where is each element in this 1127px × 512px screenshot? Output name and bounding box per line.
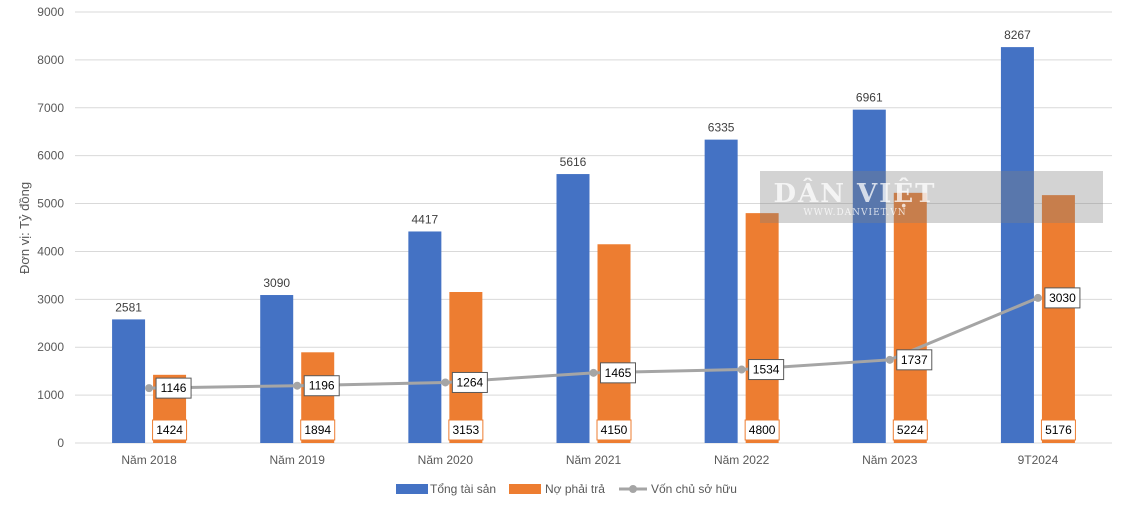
data-label-no-phai-tra: 3153 bbox=[453, 423, 480, 437]
legend: Tổng tài sản Nợ phải trả Vốn chủ sở hữu bbox=[396, 482, 737, 496]
data-label-box-von-chu-so-huu bbox=[896, 349, 933, 371]
data-label-no-phai-tra: 1424 bbox=[156, 423, 183, 437]
watermark: DÂN VIỆT WWW.DANVIET.VN bbox=[760, 171, 1103, 223]
data-label-tong-tai-san: 2581 bbox=[115, 300, 142, 314]
watermark-band bbox=[760, 171, 1103, 223]
data-label-von-chu-so-huu: 1146 bbox=[161, 381, 187, 395]
data-label-tong-tai-san: 5616 bbox=[560, 155, 587, 169]
data-label-tong-tai-san: 6961 bbox=[856, 91, 883, 105]
data-label-no-phai-tra: 5176 bbox=[1045, 423, 1072, 437]
point-von-chu-so-huu bbox=[145, 384, 154, 393]
data-label-no-phai-tra: 1894 bbox=[304, 423, 331, 437]
bar-no-phai-tra bbox=[745, 213, 779, 443]
data-label-tong-tai-san: 6335 bbox=[708, 121, 735, 135]
x-axis-ticks: Năm 2018 Năm 2019 Năm 2020 Năm 2021 Năm 2022… bbox=[121, 453, 1058, 467]
watermark-url: WWW.DANVIET.VN bbox=[803, 208, 906, 218]
data-label-box-no-phai-tra bbox=[1040, 419, 1076, 441]
data-label-tong-tai-san: 4417 bbox=[412, 212, 439, 226]
data-label-box-von-chu-so-huu bbox=[303, 375, 340, 397]
x-tick-label: Năm 2020 bbox=[418, 453, 474, 467]
y-tick-label: 1000 bbox=[37, 388, 64, 402]
x-tick-label: Năm 2022 bbox=[714, 453, 770, 467]
bar-tong-tai-san bbox=[704, 139, 738, 443]
bar-no-phai-tra bbox=[893, 192, 927, 443]
y-axis-title: Đơn vị: Tỷ đồng bbox=[17, 182, 32, 274]
y-tick-label: 5000 bbox=[37, 197, 64, 211]
y-tick-label: 0 bbox=[57, 436, 64, 450]
legend-label-von-chu-so-huu: Vốn chủ sở hữu bbox=[651, 482, 737, 496]
y-tick-label: 8000 bbox=[37, 53, 64, 67]
bar-tong-tai-san bbox=[112, 319, 146, 443]
data-label-box-no-phai-tra bbox=[892, 419, 928, 441]
y-tick-label: 6000 bbox=[37, 149, 64, 163]
bar-no-phai-tra bbox=[449, 292, 483, 443]
data-label-von-chu-so-huu: 3030 bbox=[1049, 291, 1076, 305]
data-label-box-no-phai-tra bbox=[744, 419, 780, 441]
y-tick-label: 3000 bbox=[37, 292, 64, 306]
x-tick-label: Năm 2018 bbox=[121, 453, 177, 467]
x-tick-label: Năm 2023 bbox=[862, 453, 918, 467]
legend-label-tong-tai-san: Tổng tài sản bbox=[430, 482, 496, 496]
bar-no-phai-tra bbox=[1041, 195, 1075, 443]
bar-tong-tai-san bbox=[260, 295, 294, 443]
gridlines bbox=[75, 11, 1112, 444]
y-tick-label: 2000 bbox=[37, 340, 64, 354]
x-tick-label: Năm 2019 bbox=[270, 453, 326, 467]
data-label-tong-tai-san: 3090 bbox=[263, 276, 290, 290]
legend-swatch-tong-tai-san bbox=[396, 484, 428, 494]
data-label-tong-tai-san: 8267 bbox=[1004, 28, 1031, 42]
data-label-von-chu-so-huu: 1737 bbox=[901, 353, 928, 367]
data-labels: 2581 1424 3090 1894 4417 3153 5616 4150 6335 4800… bbox=[115, 28, 1076, 441]
data-label-von-chu-so-huu: 1465 bbox=[605, 366, 632, 380]
x-tick-label: Năm 2021 bbox=[566, 453, 622, 467]
point-von-chu-so-huu bbox=[1033, 293, 1042, 302]
data-label-box-von-chu-so-huu bbox=[748, 359, 785, 381]
bars bbox=[112, 47, 1075, 444]
data-label-box-no-phai-tra bbox=[300, 419, 336, 441]
legend-label-no-phai-tra: Nợ phải trả bbox=[545, 482, 605, 496]
data-label-box-von-chu-so-huu bbox=[600, 362, 636, 384]
legend-marker-von-chu-so-huu bbox=[629, 485, 637, 493]
data-label-box-von-chu-so-huu bbox=[1044, 287, 1081, 309]
y-tick-label: 9000 bbox=[37, 5, 64, 19]
y-tick-label: 4000 bbox=[37, 244, 64, 258]
point-von-chu-so-huu bbox=[293, 381, 302, 390]
data-label-von-chu-so-huu: 1196 bbox=[309, 379, 335, 393]
point-von-chu-so-huu bbox=[441, 378, 450, 387]
point-von-chu-so-huu bbox=[885, 355, 894, 364]
y-tick-label: 7000 bbox=[37, 101, 64, 115]
point-von-chu-so-huu bbox=[737, 365, 746, 374]
data-label-box-von-chu-so-huu bbox=[451, 371, 488, 393]
data-label-box-no-phai-tra bbox=[152, 419, 188, 441]
data-label-no-phai-tra: 4800 bbox=[749, 423, 776, 437]
data-label-box-no-phai-tra bbox=[448, 419, 484, 441]
data-label-no-phai-tra: 5224 bbox=[897, 423, 924, 437]
point-von-chu-so-huu bbox=[589, 368, 598, 377]
bar-tong-tai-san bbox=[1000, 47, 1034, 444]
y-axis-ticks: 0 1000 2000 3000 4000 5000 6000 7000 8000 9000 bbox=[37, 5, 64, 450]
bar-tong-tai-san bbox=[556, 174, 590, 443]
x-tick-label: 9T2024 bbox=[1018, 453, 1059, 467]
data-label-box-von-chu-so-huu bbox=[155, 377, 192, 399]
bar-tong-tai-san bbox=[408, 231, 442, 443]
data-label-von-chu-so-huu: 1264 bbox=[457, 375, 484, 389]
data-label-box-no-phai-tra bbox=[596, 419, 632, 441]
line-series: 1146 1196 1264 1465 1534 1737 3030 bbox=[145, 287, 1081, 399]
data-label-von-chu-so-huu: 1534 bbox=[753, 363, 780, 377]
bar-tong-tai-san bbox=[852, 109, 886, 443]
data-label-no-phai-tra: 4150 bbox=[601, 423, 628, 437]
watermark-logo: DÂN VIỆT bbox=[773, 177, 936, 209]
bar-no-phai-tra bbox=[597, 244, 631, 443]
legend-swatch-no-phai-tra bbox=[509, 484, 541, 494]
